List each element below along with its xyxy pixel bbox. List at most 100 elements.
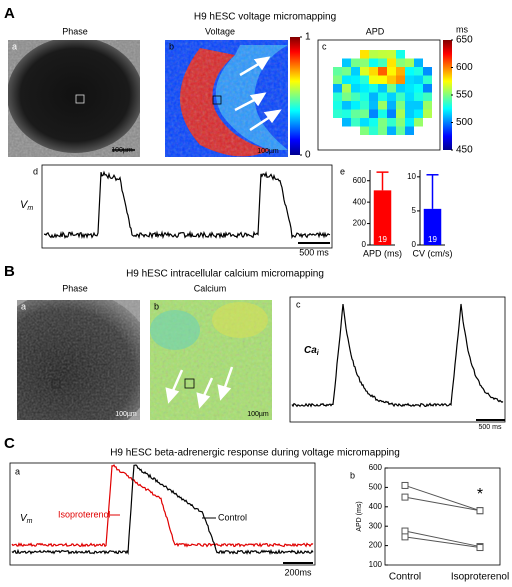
apd-cell [342, 58, 351, 67]
trace-frame [9, 462, 316, 566]
apd-cell [333, 101, 342, 110]
apd-cell [414, 118, 423, 127]
apd-cell [369, 84, 378, 93]
roi-box [184, 378, 195, 389]
x-label: CV (cm/s) [413, 248, 453, 258]
traces [11, 170, 504, 555]
trace-ylabel: Vm [20, 199, 33, 212]
apd-cell [360, 67, 369, 76]
apd-cell [396, 50, 405, 59]
apd-cell [423, 92, 432, 101]
arrows [165, 366, 234, 409]
apd-cell [378, 75, 387, 84]
scale-label: 100µm [115, 411, 137, 418]
apd-cell [396, 75, 405, 84]
apd-cell [387, 118, 396, 127]
apd-map [333, 50, 432, 135]
apd-cell [396, 67, 405, 76]
roi-box [75, 94, 85, 104]
apd-cell [351, 92, 360, 101]
apd-cell [360, 126, 369, 135]
trace [11, 464, 314, 555]
apd-cell [387, 101, 396, 110]
y-tick-label: 400 [353, 197, 367, 206]
scale-label: 500 ms [299, 247, 329, 257]
apd-cell [387, 50, 396, 59]
trace-ylabel: Vm [20, 513, 33, 525]
apd-cell [396, 126, 405, 135]
y-tick-label: 0 [412, 240, 417, 249]
apd-cell [342, 92, 351, 101]
apd-cell [351, 84, 360, 93]
colorbar-tick-label: 450 [456, 145, 473, 156]
apd-cell [396, 84, 405, 93]
point-marker [401, 481, 409, 489]
apd-cell [342, 75, 351, 84]
apd-cell [351, 58, 360, 67]
apd-cell [351, 101, 360, 110]
apd-cell [387, 58, 396, 67]
bar [373, 190, 392, 245]
apd-cell [360, 75, 369, 84]
apd-cell [360, 118, 369, 127]
arrows [234, 56, 282, 132]
y-tick-label: 200 [353, 219, 367, 228]
sub-letter: e [340, 166, 345, 176]
apd-cell [378, 67, 387, 76]
scale-label: 500 ms [479, 424, 502, 431]
apd-cell [423, 75, 432, 84]
apd-cell [387, 92, 396, 101]
apd-cell [378, 101, 387, 110]
voltage-map [165, 40, 288, 157]
apd-cell [405, 118, 414, 127]
apd-cell [333, 75, 342, 84]
apd-cell [360, 84, 369, 93]
image-label: Phase [62, 26, 88, 36]
apd-cell [414, 75, 423, 84]
trace-label: Isoproterenol [58, 509, 111, 519]
series-line [404, 536, 481, 549]
sub-letter: d [33, 166, 38, 176]
panel-title: H9 hESC voltage micromapping [194, 12, 336, 23]
colorbar-unit: ms [456, 24, 468, 34]
apd-cell [396, 118, 405, 127]
colorbar-tick-label: 0 [305, 150, 311, 161]
sub-letter: b [350, 470, 355, 480]
annotation: * [477, 486, 483, 503]
trace [11, 464, 314, 548]
apd-cell [378, 50, 387, 59]
apd-cell [369, 75, 378, 84]
bar [423, 208, 442, 245]
colorbar [290, 37, 300, 155]
colorbar-tick-label: 500 [456, 117, 473, 128]
apd-cell [423, 109, 432, 118]
apd-cell [342, 84, 351, 93]
apd-cell [342, 118, 351, 127]
apd-cell [378, 92, 387, 101]
apd-cell [387, 126, 396, 135]
series-line [404, 530, 481, 548]
apd-cell [351, 75, 360, 84]
trace-label: Control [218, 512, 247, 522]
series-line [404, 496, 481, 512]
phase-image [8, 40, 140, 157]
sub-letter: a [21, 301, 26, 311]
apd-cell [333, 84, 342, 93]
apd-cell [405, 109, 414, 118]
apd-cell [396, 109, 405, 118]
panel-letter: B [4, 263, 15, 280]
sub-letter: b [154, 301, 159, 311]
trace-frame [289, 296, 506, 423]
point-marker [401, 533, 409, 541]
apd-cell [396, 92, 405, 101]
roi-box [212, 95, 222, 105]
apd-cell [369, 118, 378, 127]
apd-cell [378, 126, 387, 135]
x-label: APD (ms) [363, 248, 402, 258]
panel-title: H9 hESC beta-adrenergic response during … [110, 448, 400, 459]
apd-cell [360, 50, 369, 59]
apd-cell [414, 101, 423, 110]
trace [43, 170, 331, 240]
y-tick-label: 400 [369, 502, 383, 511]
